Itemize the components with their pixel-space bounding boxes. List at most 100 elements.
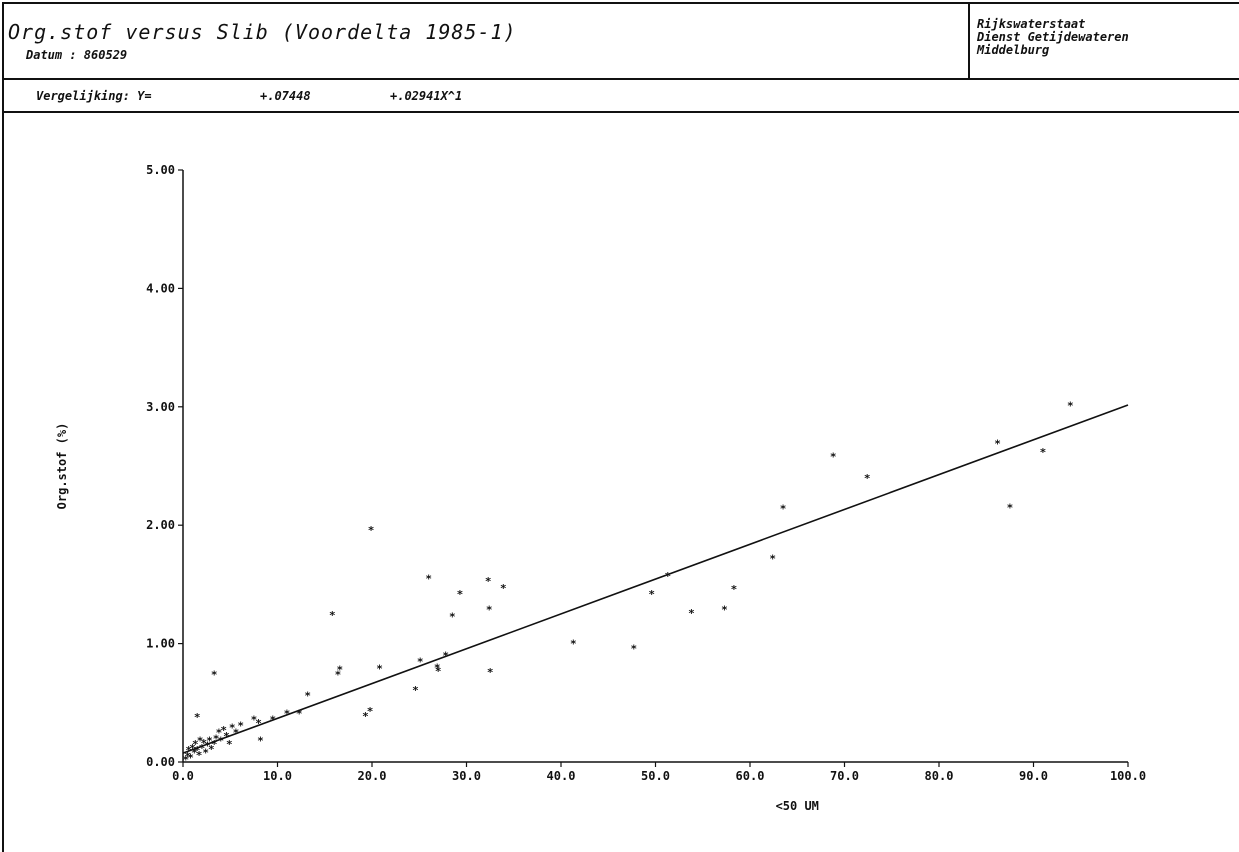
x-tick-label: 40.0 — [547, 769, 576, 783]
data-point: * — [184, 750, 191, 763]
x-tick-label: 80.0 — [925, 769, 954, 783]
org-line-3: Middelburg — [977, 43, 1050, 57]
chart-title: Org.stof versus Slib (Voordelta 1985-1) — [8, 20, 517, 44]
data-point: * — [376, 662, 383, 675]
data-point: * — [251, 713, 258, 726]
data-point: * — [721, 603, 728, 616]
data-point: * — [780, 503, 787, 516]
data-point: * — [183, 754, 190, 767]
data-point: * — [204, 739, 211, 752]
x-tick-label: 10.0 — [263, 769, 292, 783]
data-point: * — [211, 668, 218, 681]
data-point: * — [185, 744, 192, 757]
data-point: * — [1067, 400, 1074, 413]
data-point: * — [200, 737, 207, 750]
data-point: * — [213, 732, 220, 745]
data-point: * — [417, 655, 424, 668]
data-point: * — [208, 743, 215, 756]
data-point: * — [1040, 446, 1047, 459]
data-point: * — [412, 684, 419, 697]
data-point: * — [226, 738, 233, 751]
data-point: * — [731, 583, 738, 596]
x-tick-label: 20.0 — [358, 769, 387, 783]
x-tick-label: 0.0 — [172, 769, 194, 783]
y-tick-label: 4.00 — [146, 281, 175, 295]
data-point: * — [223, 730, 230, 743]
org-line-2: Dienst Getijdewateren — [977, 30, 1129, 44]
data-point: * — [367, 705, 374, 718]
data-point: * — [197, 735, 204, 748]
data-point: * — [191, 747, 198, 760]
data-point: * — [362, 710, 369, 723]
data-point: * — [434, 661, 441, 674]
data-point: * — [233, 726, 240, 739]
org-line-1: Rijkswaterstaat — [977, 17, 1086, 31]
data-point: * — [304, 690, 311, 703]
data-point: * — [194, 744, 201, 757]
data-point: * — [442, 649, 449, 662]
data-point: * — [487, 666, 494, 679]
data-point: * — [284, 707, 291, 720]
data-point: * — [435, 665, 442, 678]
y-tick-label: 5.00 — [146, 163, 175, 177]
data-point: * — [335, 668, 342, 681]
data-point: * — [769, 552, 776, 565]
organization-block: Rijkswaterstaat Dienst Getijdewateren Mi… — [977, 18, 1129, 57]
data-point: * — [368, 524, 375, 537]
x-tick-label: 50.0 — [641, 769, 670, 783]
data-point: * — [220, 724, 227, 737]
data-point: * — [206, 735, 213, 748]
data-point: * — [187, 751, 194, 764]
x-tick-label: 30.0 — [452, 769, 481, 783]
header-divider — [968, 2, 970, 80]
data-point: * — [189, 742, 196, 755]
data-point: * — [864, 472, 871, 485]
y-tick-label: 3.00 — [146, 400, 175, 414]
data-point: * — [196, 749, 203, 762]
data-point: * — [630, 642, 637, 655]
data-point: * — [648, 588, 655, 601]
data-point: * — [211, 738, 218, 751]
data-point: * — [229, 722, 236, 735]
data-point: * — [337, 664, 344, 677]
data-point: * — [1007, 501, 1014, 514]
datum-label: Datum : 860529 — [26, 48, 128, 62]
x-tick-label: 60.0 — [736, 769, 765, 783]
y-tick-label: 2.00 — [146, 518, 175, 532]
data-point: * — [425, 572, 432, 585]
data-point: * — [500, 582, 507, 595]
data-point: * — [199, 742, 206, 755]
data-point: * — [194, 711, 201, 724]
data-point: * — [570, 638, 577, 651]
y-axis-label: Org.stof (%) — [55, 423, 69, 510]
data-point: * — [994, 438, 1001, 451]
y-tick-label: 1.00 — [146, 637, 175, 651]
header-title-row — [2, 2, 1239, 80]
data-point: * — [269, 713, 276, 726]
x-tick-label: 100.0 — [1110, 769, 1146, 783]
equation-intercept: +.07448 — [260, 89, 311, 103]
data-point: * — [830, 451, 837, 464]
data-point: * — [202, 747, 209, 760]
data-point: * — [688, 607, 695, 620]
data-point: * — [216, 726, 223, 739]
data-point: * — [217, 735, 224, 748]
data-point: * — [329, 609, 336, 622]
data-point: * — [449, 610, 456, 623]
y-tick-label: 0.00 — [146, 755, 175, 769]
data-point: * — [237, 719, 244, 732]
data-point: * — [485, 575, 492, 588]
x-tick-label: 90.0 — [1019, 769, 1048, 783]
equation-label: Vergelijking: Y= — [36, 89, 152, 103]
data-point: * — [457, 588, 464, 601]
equation-slope: +.02941X^1 — [390, 89, 463, 103]
data-point: * — [257, 735, 264, 748]
x-axis-label: <50 UM — [776, 799, 819, 813]
x-tick-label: 70.0 — [830, 769, 859, 783]
data-point: * — [296, 707, 303, 720]
data-point: * — [486, 603, 493, 616]
equation-row — [2, 80, 1239, 113]
data-point: * — [192, 738, 199, 751]
